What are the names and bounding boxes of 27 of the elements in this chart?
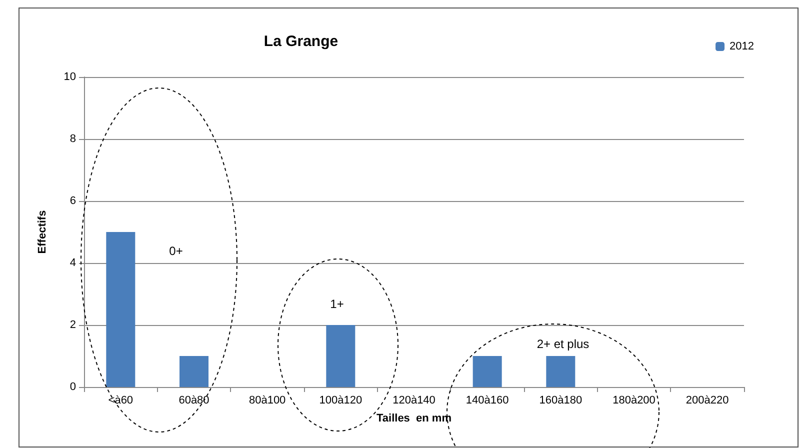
annotation: 0+ — [169, 244, 183, 258]
x-axis-title: Tailles en mm — [376, 412, 452, 424]
y-tick-label: 10 — [64, 71, 76, 83]
bar — [472, 356, 502, 387]
annotation: 1+ — [330, 297, 344, 311]
chart-title: La Grange — [264, 33, 338, 50]
annotation: 2+ et plus — [536, 337, 590, 351]
bar — [180, 356, 208, 387]
y-tick-label: 0 — [70, 381, 76, 393]
x-tick-label: 180à200 — [612, 394, 656, 406]
y-tick-label: 8 — [70, 133, 76, 145]
x-tick-label: 100à120 — [319, 394, 362, 406]
x-tick-label: <à60 — [108, 394, 134, 406]
legend-label: 2012 — [730, 40, 754, 52]
x-tick-label: 120à140 — [392, 394, 436, 406]
y-axis-title: Effectifs — [36, 210, 48, 254]
bar — [106, 232, 136, 387]
x-tick-label: 140à160 — [466, 394, 509, 406]
y-tick-label: 6 — [70, 195, 76, 207]
x-tick-label: 160à180 — [539, 394, 582, 406]
bar — [546, 356, 576, 387]
x-tick-label: 80à100 — [248, 394, 286, 406]
y-tick-label: 4 — [70, 257, 76, 269]
x-tick-label: 200à220 — [686, 394, 729, 406]
x-tick-label: 60à80 — [178, 394, 210, 406]
y-tick-label: 2 — [70, 319, 76, 331]
bar — [326, 325, 356, 387]
